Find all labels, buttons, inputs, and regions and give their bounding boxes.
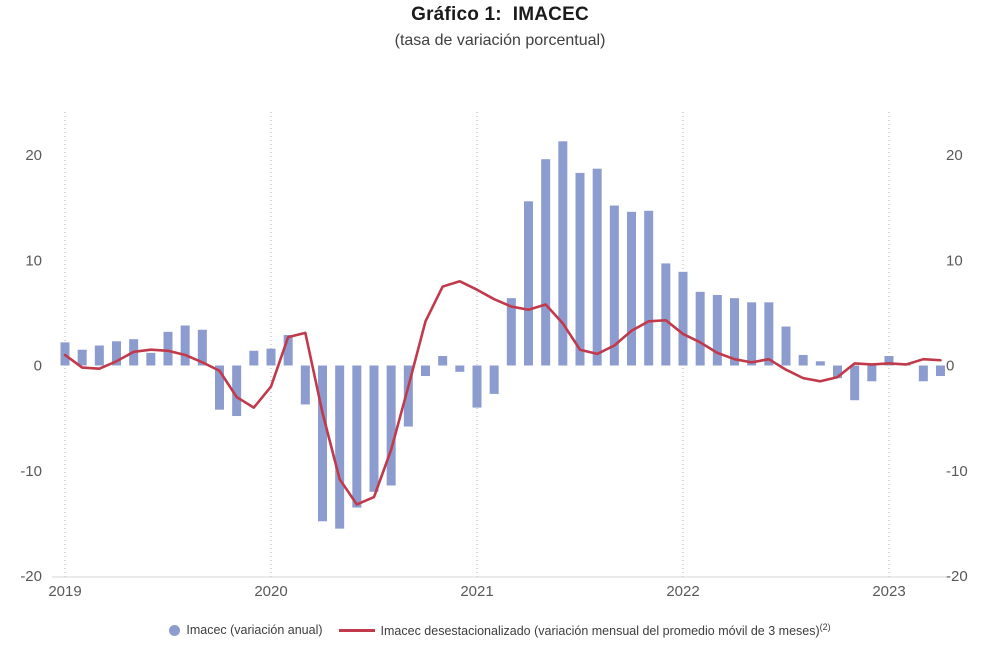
bar-2019-10 (215, 365, 224, 410)
bar-2023-01 (884, 356, 894, 366)
bar-2022-12 (867, 365, 877, 382)
bar-2022-01 (678, 271, 688, 366)
x-axis-label: 2023 (872, 583, 905, 600)
bar-2021-12 (661, 263, 671, 366)
y-axis-label-left: 10 (25, 252, 42, 269)
legend-footnote: (2) (819, 622, 831, 632)
bar-2023-03 (918, 365, 928, 382)
bar-2020-12 (455, 365, 465, 372)
bar-2019-07 (163, 331, 173, 366)
bar-2021-08 (592, 168, 602, 366)
bar-2022-09 (815, 361, 825, 366)
legend-label-bars: Imacec (variación anual) (186, 623, 323, 638)
y-axis-label-left: -10 (20, 463, 42, 480)
bar-2023-04 (936, 365, 945, 377)
bar-2020-09 (403, 365, 413, 427)
bar-2020-08 (386, 365, 396, 486)
bar-2021-05 (541, 159, 551, 366)
bar-2019-03 (94, 345, 104, 366)
bar-2020-04 (318, 365, 327, 522)
bar-2021-10 (627, 211, 636, 366)
bar-2020-06 (352, 365, 362, 508)
y-axis-label-left: -20 (20, 568, 42, 585)
y-axis-label-right: -20 (946, 568, 968, 585)
bar-2022-04 (730, 298, 739, 366)
x-axis-label: 2022 (666, 583, 699, 600)
bar-2019-11 (232, 365, 242, 417)
bar-2020-02 (283, 334, 293, 366)
bar-2022-08 (798, 354, 808, 366)
bar-2022-10 (833, 365, 842, 379)
bar-2020-10 (421, 365, 430, 377)
y-axis-label-right: 10 (946, 252, 963, 269)
bar-2019-02 (77, 349, 87, 366)
bar-2021-04 (524, 201, 533, 366)
x-axis-label: 2021 (460, 583, 493, 600)
x-axis-label: 2020 (254, 583, 287, 600)
bar-2021-02 (489, 365, 499, 394)
bar-2022-05 (747, 302, 757, 366)
bar-series-marker-icon (169, 624, 181, 636)
bar-2021-06 (558, 141, 568, 366)
bar-2021-07 (575, 172, 585, 366)
legend-item-line: Imacec desestacionalizado (variación men… (338, 622, 831, 639)
bar-2022-03 (712, 294, 722, 366)
bar-2020-07 (369, 365, 379, 492)
bar-2020-03 (300, 365, 310, 405)
line-series-marker-icon (338, 628, 375, 632)
bar-2022-02 (695, 291, 705, 366)
bar-2019-06 (146, 352, 156, 366)
line-series (63, 279, 942, 506)
chart-subtitle: (tasa de variación porcentual) (394, 32, 606, 49)
y-axis-label-right: -10 (946, 463, 968, 480)
bar-2022-11 (850, 365, 860, 401)
legend-item-bars: Imacec (variación anual) (169, 623, 323, 638)
bar-2019-09 (197, 329, 207, 366)
bar-2020-01 (266, 348, 276, 366)
bar-2022-06 (764, 302, 774, 366)
x-axis-label: 2019 (48, 583, 81, 600)
bar-2020-05 (335, 365, 345, 529)
bar-2020-11 (438, 356, 448, 366)
chart-title: Gráfico 1: IMACEC (411, 4, 589, 25)
bar-2021-03 (506, 298, 516, 366)
y-axis-label-right: 20 (946, 147, 963, 164)
legend-label-line: Imacec desestacionalizado (variación men… (380, 622, 831, 639)
y-axis-label-left: 20 (25, 147, 42, 164)
bar-2022-07 (781, 326, 791, 366)
bar-2021-09 (609, 205, 619, 366)
bar-2021-11 (644, 210, 654, 366)
bar-2021-01 (472, 365, 482, 408)
bar-2019-04 (112, 341, 121, 366)
y-axis-label-left: 0 (34, 358, 42, 375)
bar-2019-12 (249, 350, 259, 366)
bar-2019-08 (180, 325, 190, 366)
chart-legend: Imacec (variación anual) Imacec desestac… (0, 622, 1000, 638)
y-axis-label-right: 0 (946, 358, 954, 375)
